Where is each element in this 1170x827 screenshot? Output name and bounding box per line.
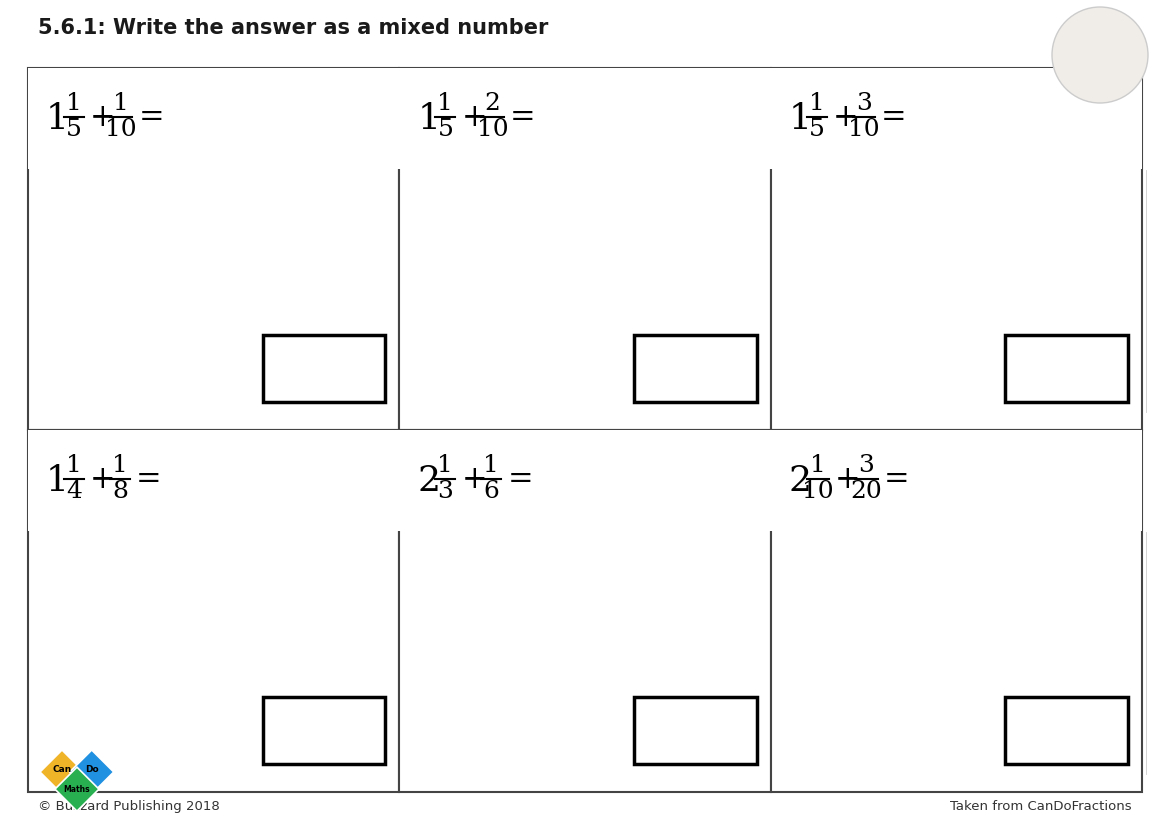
Polygon shape — [55, 767, 99, 811]
Text: =: = — [883, 464, 909, 495]
Text: 4: 4 — [66, 480, 82, 503]
Text: 1: 1 — [67, 93, 82, 115]
Text: 3: 3 — [859, 454, 874, 477]
Text: +: + — [835, 464, 861, 495]
Bar — [28, 430, 399, 532]
Bar — [771, 430, 1142, 532]
Text: 1: 1 — [46, 464, 69, 498]
Text: +: + — [461, 103, 487, 133]
Bar — [399, 430, 771, 532]
Text: 2: 2 — [418, 464, 440, 498]
Text: 8: 8 — [112, 480, 128, 503]
Text: Do: Do — [85, 764, 98, 773]
Text: 10: 10 — [105, 118, 137, 141]
Bar — [634, 696, 757, 764]
Text: =: = — [508, 464, 532, 495]
Text: 10: 10 — [803, 480, 834, 503]
Text: 3: 3 — [438, 480, 453, 503]
Text: Maths: Maths — [63, 785, 90, 794]
Text: 2: 2 — [484, 93, 501, 115]
Text: 5: 5 — [438, 118, 453, 141]
Text: © Buzzard Publishing 2018: © Buzzard Publishing 2018 — [37, 800, 220, 813]
Text: 1: 1 — [438, 93, 453, 115]
Bar — [399, 430, 771, 792]
Text: 1: 1 — [808, 93, 825, 115]
Text: +: + — [833, 103, 859, 133]
Text: 1: 1 — [112, 454, 128, 477]
Text: 1: 1 — [810, 454, 826, 477]
Text: 10: 10 — [848, 118, 880, 141]
Text: 1: 1 — [67, 454, 82, 477]
Bar — [771, 430, 1142, 792]
Text: 6: 6 — [483, 480, 500, 503]
Text: 10: 10 — [477, 118, 509, 141]
Text: 1: 1 — [483, 454, 500, 477]
Text: 5: 5 — [66, 118, 82, 141]
Text: 2: 2 — [789, 464, 812, 498]
Text: =: = — [881, 103, 907, 133]
Text: =: = — [138, 103, 164, 133]
Text: 1: 1 — [438, 454, 453, 477]
Text: Can: Can — [53, 764, 71, 773]
Text: +: + — [461, 464, 487, 495]
Bar — [28, 68, 399, 430]
Bar — [263, 335, 385, 403]
Text: 5.6.1: Write the answer as a mixed number: 5.6.1: Write the answer as a mixed numbe… — [37, 18, 549, 38]
Bar — [263, 696, 385, 764]
Bar — [771, 68, 1142, 430]
Bar — [634, 335, 757, 403]
Text: 5: 5 — [808, 118, 825, 141]
Text: 1: 1 — [46, 102, 69, 136]
Text: Taken from CanDoFractions: Taken from CanDoFractions — [950, 800, 1133, 813]
Polygon shape — [40, 750, 84, 794]
Text: 1: 1 — [418, 102, 440, 136]
Text: 1: 1 — [113, 93, 129, 115]
Bar — [771, 68, 1142, 170]
Bar — [399, 68, 771, 430]
Bar — [1005, 335, 1128, 403]
Text: +: + — [90, 103, 116, 133]
Text: =: = — [510, 103, 536, 133]
Bar — [28, 68, 399, 170]
Text: =: = — [136, 464, 161, 495]
Text: +: + — [90, 464, 116, 495]
Bar — [28, 430, 399, 792]
Text: 3: 3 — [856, 93, 872, 115]
Text: 20: 20 — [851, 480, 882, 503]
Text: 1: 1 — [789, 102, 812, 136]
Bar — [1005, 696, 1128, 764]
Polygon shape — [70, 750, 113, 794]
Bar — [399, 68, 771, 170]
Circle shape — [1052, 7, 1148, 103]
